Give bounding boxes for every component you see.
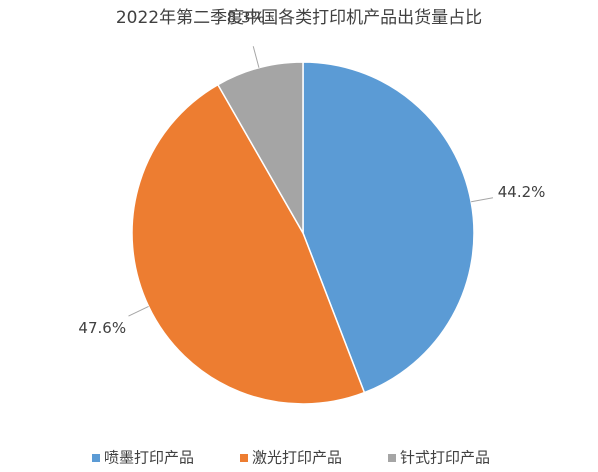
- leader-line: [128, 306, 149, 317]
- data-label: 8.3%: [227, 9, 265, 27]
- data-label: 47.6%: [78, 319, 126, 337]
- legend-marker: [388, 454, 396, 462]
- legend-marker: [92, 454, 100, 462]
- legend-label: 激光打印产品: [252, 449, 342, 467]
- legend-label: 喷墨打印产品: [104, 449, 194, 467]
- data-label: 44.2%: [498, 183, 546, 201]
- legend-marker: [240, 454, 248, 462]
- pie-slice: [131, 83, 366, 405]
- leader-line: [252, 46, 260, 68]
- leader-line: [471, 197, 494, 203]
- pie-slice: [216, 61, 304, 236]
- chart-title: 2022年第二季度中国各类打印机产品出货量占比: [116, 8, 482, 28]
- legend-label: 针式打印产品: [400, 449, 490, 467]
